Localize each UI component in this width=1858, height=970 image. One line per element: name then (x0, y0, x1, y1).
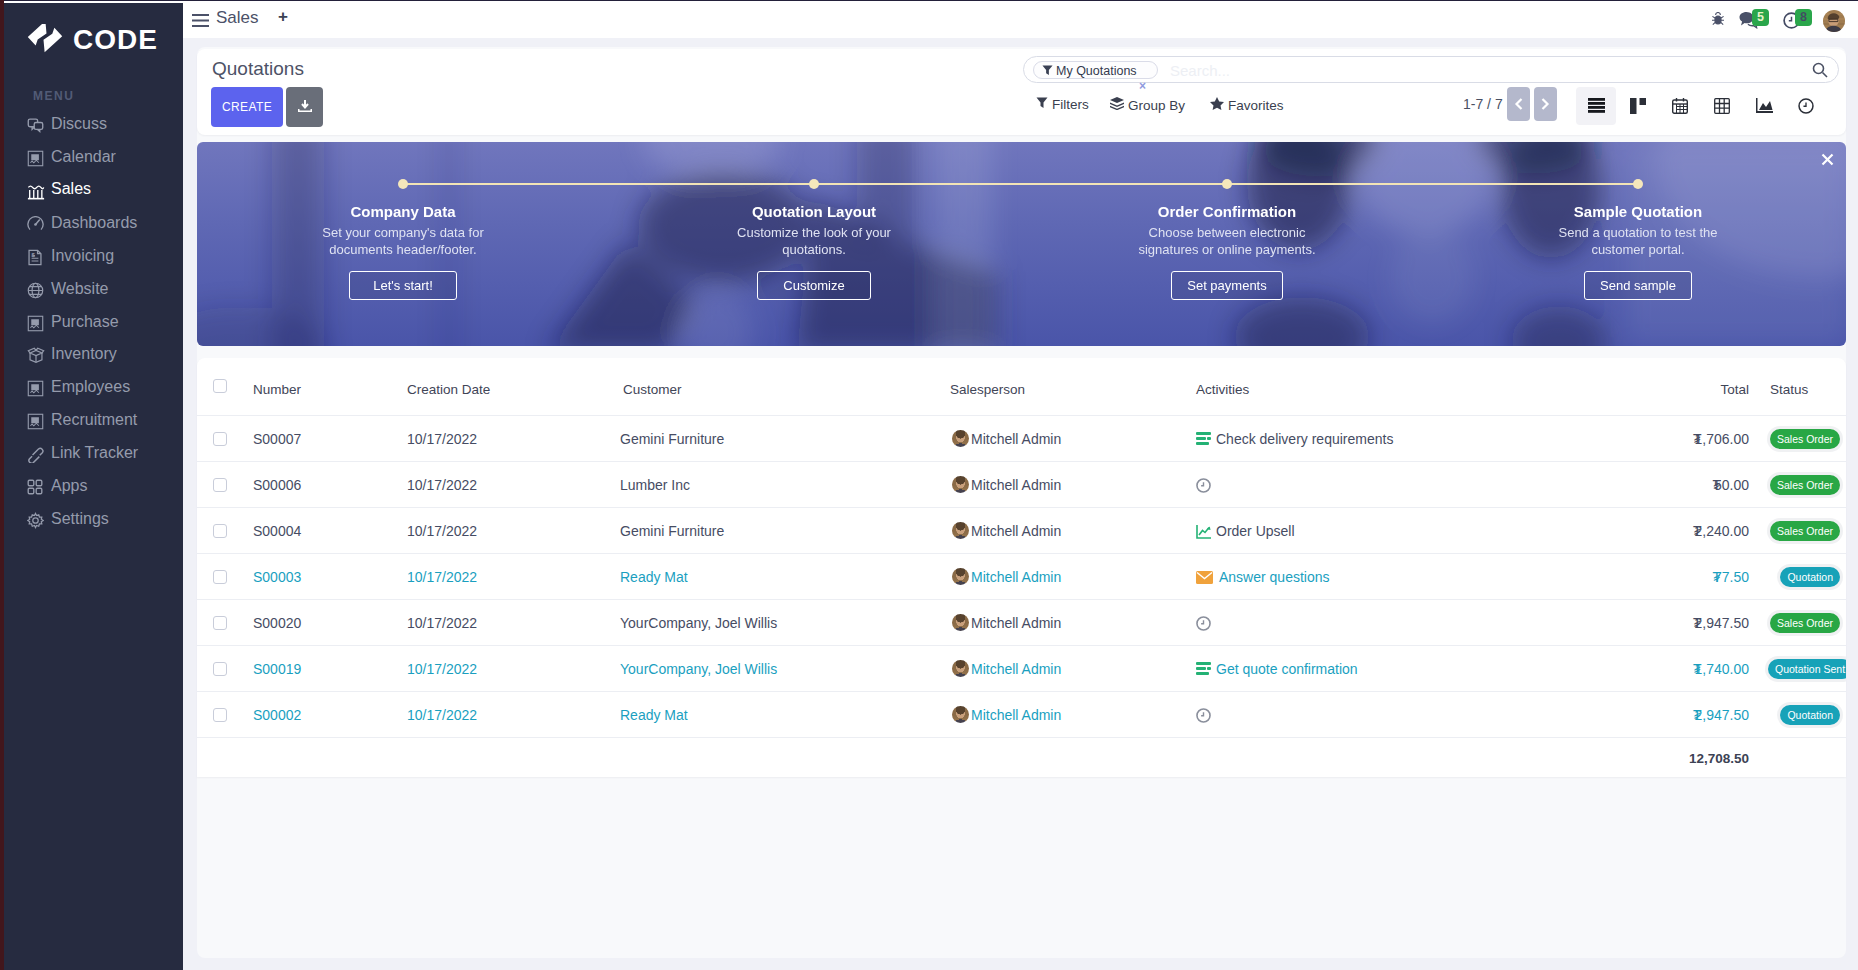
svg-text:$: $ (32, 252, 36, 258)
